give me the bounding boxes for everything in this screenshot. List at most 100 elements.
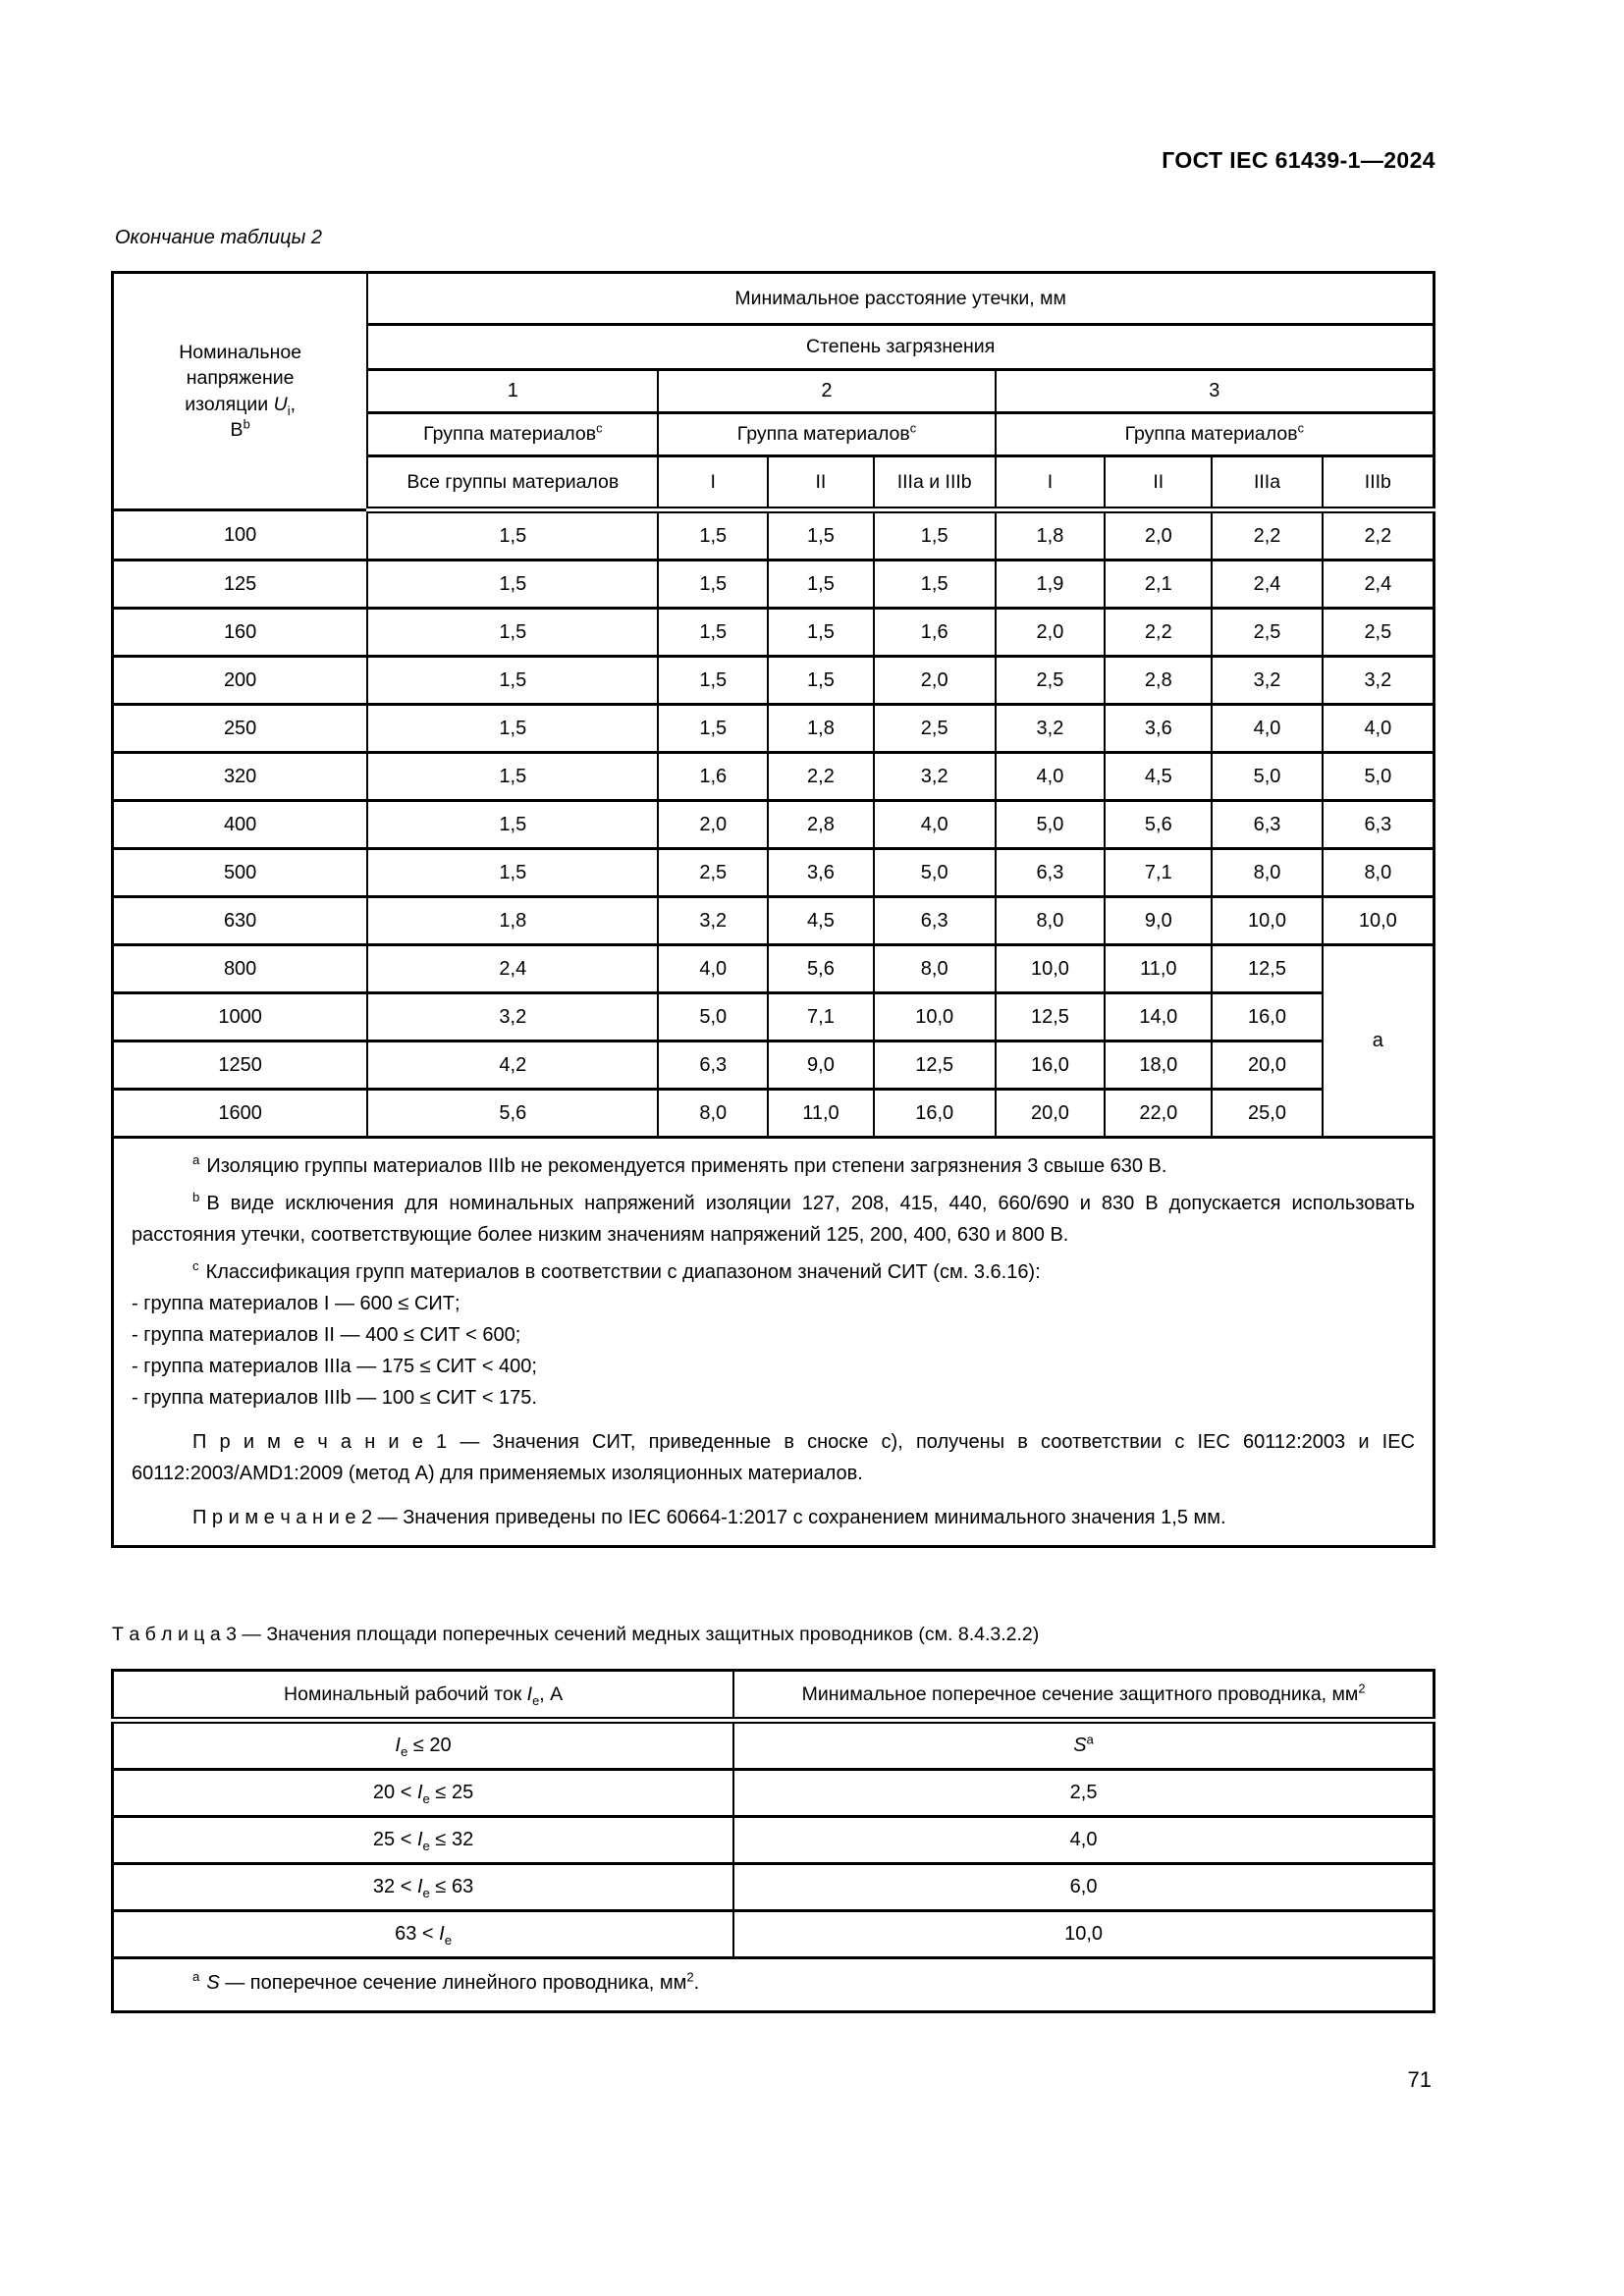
t2-value-cell: 12,5 — [1211, 943, 1324, 994]
t2-value-cell: 3,6 — [1104, 703, 1214, 754]
t2-value-cell: 4,0 — [657, 943, 770, 994]
table-row: 100 1,5 1,5 1,5 1,5 1,8 2,0 2,2 2,2 — [111, 508, 1435, 561]
footnote-ref-c: c — [909, 420, 917, 436]
t2-voltage-cell: 320 — [111, 751, 369, 802]
t2-voltage-cell: 250 — [111, 703, 369, 754]
cell-text: ≤ 20 — [407, 1735, 452, 1756]
t2-value-cell: 22,0 — [1104, 1088, 1214, 1139]
t2-value-cell: 9,0 — [1104, 895, 1214, 946]
subscript-e: e — [422, 1886, 430, 1900]
t3-header-min-cross-section: Минимальное поперечное сечение защитного… — [732, 1669, 1435, 1724]
table-row: 250 1,5 1,5 1,8 2,5 3,2 3,6 4,0 4,0 — [111, 703, 1435, 754]
t2-voltage-cell: 1600 — [111, 1088, 369, 1139]
cell-text: ≤ 32 — [429, 1829, 474, 1850]
t2-value-cell: 1,5 — [657, 559, 770, 610]
t2-value-cell: 2,5 — [872, 703, 997, 754]
t2-value-cell: 2,2 — [1321, 508, 1435, 561]
t2-value-cell: 8,0 — [1321, 847, 1435, 898]
table3-caption-title: — Значения площади поперечных сечений ме… — [236, 1624, 1040, 1645]
superscript-2: 2 — [1358, 1681, 1366, 1696]
t2-value-cell: 16,0 — [1211, 991, 1324, 1042]
t2-voltage-cell: 100 — [111, 508, 369, 561]
t2-value-cell: 8,0 — [1211, 847, 1324, 898]
footnote-ref-c: c — [596, 420, 603, 436]
t2-value-cell: 1,5 — [767, 655, 875, 706]
header-text: Группа материалов — [736, 423, 910, 446]
symbol-I: I — [439, 1923, 445, 1945]
note-1: П р и м е ч а н и е 1 — Значения СИТ, пр… — [132, 1431, 1415, 1484]
table-row: 500 1,5 2,5 3,6 5,0 6,3 7,1 8,0 8,0 — [111, 847, 1435, 898]
t2-value-cell: 6,3 — [657, 1040, 770, 1091]
cell-text: ≤ 25 — [429, 1782, 474, 1803]
t2-value-cell: 1,6 — [872, 607, 997, 658]
subscript-e: e — [444, 1933, 453, 1948]
footnote-text: В виде исключения для номинальных напряж… — [132, 1193, 1415, 1246]
t2-value-cell: 5,0 — [994, 799, 1107, 850]
t2-value-cell: 1,5 — [366, 703, 660, 754]
symbol-I: I — [416, 1876, 423, 1897]
subscript-e: e — [422, 1791, 430, 1806]
t2-value-cell: 1,5 — [872, 559, 997, 610]
t2-voltage-cell: 125 — [111, 559, 369, 610]
symbol-S: S — [1073, 1735, 1087, 1756]
t2-header-material-group-1: Группа материаловc — [366, 411, 660, 457]
t2-value-cell: 1,8 — [994, 508, 1107, 561]
t2-value-cell: 2,2 — [1211, 508, 1324, 561]
footnote-marker-c: c — [192, 1258, 199, 1274]
footnote-ref-b: b — [243, 416, 250, 432]
t2-voltage-cell: 200 — [111, 655, 369, 706]
t2-value-cell: 10,0 — [994, 943, 1107, 994]
t2-value-cell: 4,0 — [1211, 703, 1324, 754]
t3-section-value-cell: 4,0 — [732, 1815, 1435, 1865]
t2-header-sub: I — [657, 454, 770, 513]
t2-voltage-cell: 160 — [111, 607, 369, 658]
t2-header-sub: IIIb — [1321, 454, 1435, 513]
t2-header-all-groups: Все группы материалов — [366, 454, 660, 513]
t3-current-range-cell: 63 < Ie — [111, 1909, 735, 1959]
material-group-definition: - группа материалов IIIb — 100 ≤ СИТ < 1… — [132, 1387, 537, 1409]
t2-value-cell: 2,0 — [994, 607, 1107, 658]
t2-value-cell: 5,0 — [657, 991, 770, 1042]
t2-value-cell: 5,6 — [366, 1088, 660, 1139]
t2-value-cell: 2,2 — [1104, 607, 1214, 658]
header-text: Группа материалов — [1124, 423, 1298, 446]
header-text: Номинальный рабочий ток — [284, 1682, 527, 1705]
t3-current-range-cell: 32 < Ie ≤ 63 — [111, 1862, 735, 1912]
t2-value-cell: 1,5 — [657, 508, 770, 561]
header-text: Номинальное — [179, 341, 302, 363]
table-row: 1250 4,2 6,3 9,0 12,5 16,0 18,0 20,0 — [111, 1040, 1435, 1091]
symbol-I: I — [416, 1829, 423, 1850]
t2-value-cell: 4,5 — [767, 895, 875, 946]
table3-protective-conductor-sections: Номинальный рабочий ток Ie, А Минимально… — [111, 1669, 1435, 2013]
header-text: изоляции — [185, 393, 274, 415]
note-2: П р и м е ч а н и е 2 — Значения приведе… — [192, 1507, 1226, 1528]
t2-value-cell: 2,4 — [1321, 559, 1435, 610]
table-row: 200 1,5 1,5 1,5 2,0 2,5 2,8 3,2 3,2 — [111, 655, 1435, 706]
symbol-I: I — [416, 1782, 423, 1803]
t2-value-cell: 12,5 — [994, 991, 1107, 1042]
footnote-c: c Классификация групп материалов в соотве… — [132, 1256, 1415, 1288]
t2-value-cell: 1,5 — [366, 508, 660, 561]
footnote-marker-b: b — [192, 1190, 200, 1205]
t2-value-cell: 5,0 — [872, 847, 997, 898]
t2-value-cell: 2,0 — [657, 799, 770, 850]
t2-value-cell: 1,5 — [657, 703, 770, 754]
table-row: Все группы материалов I II IIIa и IIIb I… — [113, 454, 1435, 513]
footnote-a: a Изоляцию группы материалов IIIb не реко… — [132, 1150, 1415, 1182]
t2-value-cell: 2,5 — [1211, 607, 1324, 658]
t2-header-sub: IIIa и IIIb — [872, 454, 997, 513]
cell-text: 25 < — [372, 1829, 417, 1850]
t2-value-cell: 3,2 — [1211, 655, 1324, 706]
subscript-i: i — [287, 402, 291, 418]
t2-voltage-cell: 400 — [111, 799, 369, 850]
t2-value-cell: 2,8 — [767, 799, 875, 850]
t2-value-cell: 10,0 — [1321, 895, 1435, 946]
table-row: Номинальное напряжение изоляции Ui, Вb М… — [111, 271, 1435, 511]
t2-value-cell: 2,0 — [872, 655, 997, 706]
t2-value-cell: 1,5 — [657, 607, 770, 658]
t2-value-cell: 1,5 — [767, 607, 875, 658]
t2-value-cell: 1,5 — [366, 751, 660, 802]
